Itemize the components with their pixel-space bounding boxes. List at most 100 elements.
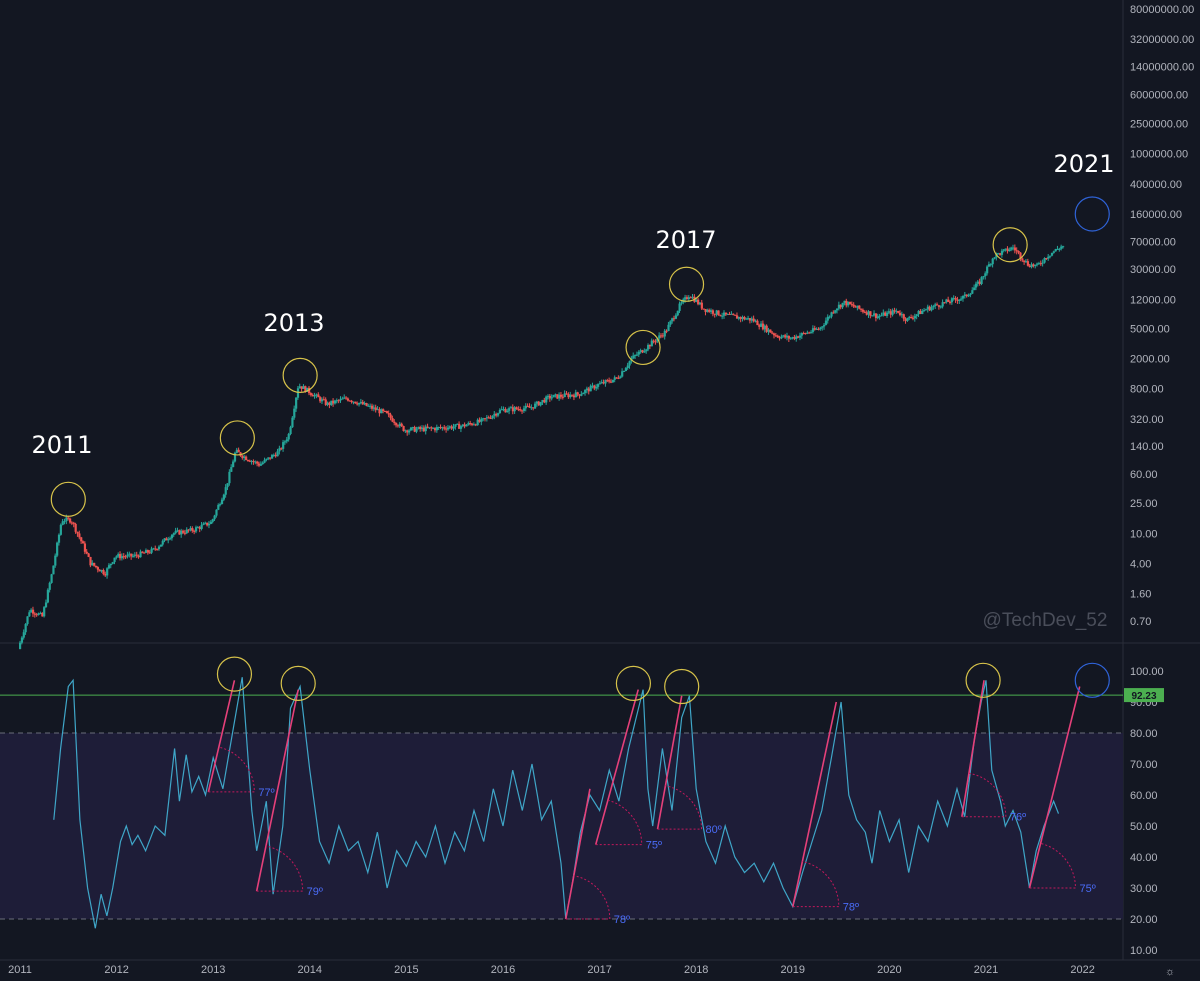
candle-body: [639, 350, 642, 352]
price-axis-tick: 1000000.00: [1130, 149, 1188, 161]
candle-body: [1062, 246, 1065, 248]
cycle-label: 2021: [1053, 150, 1114, 178]
candle-body: [135, 554, 138, 556]
candle-body: [728, 314, 731, 316]
candle-body: [122, 556, 125, 558]
oscillator-line[interactable]: [53, 677, 1060, 929]
candle-body: [50, 574, 53, 583]
candle-body: [556, 394, 559, 399]
candle-body: [569, 394, 572, 398]
candle-body: [735, 315, 739, 319]
candle-body: [828, 316, 831, 318]
candle-body: [237, 449, 240, 453]
candle-body: [839, 304, 842, 308]
price-axis-tick: 320.00: [1130, 414, 1164, 426]
candle-body: [398, 423, 401, 427]
candle-body: [93, 562, 96, 566]
candle-body: [311, 394, 314, 397]
candle-body: [685, 297, 689, 299]
candle-body: [748, 318, 752, 321]
candle-body: [489, 417, 492, 419]
oscillator-axis-tick: 70.00: [1130, 759, 1158, 771]
candle-body: [370, 405, 374, 409]
candle-body: [204, 522, 207, 524]
candle-body: [732, 313, 735, 315]
candle-body: [882, 312, 885, 316]
candle-body: [724, 312, 728, 315]
candle-body: [265, 458, 268, 460]
candle-body: [711, 310, 715, 314]
candle-body: [950, 298, 954, 303]
candle-body: [245, 456, 248, 461]
candle-body: [409, 427, 413, 431]
candle-body: [910, 316, 913, 318]
candle-body: [860, 308, 863, 310]
candle-body: [545, 396, 548, 403]
candle-body: [743, 316, 746, 320]
candle-body: [776, 335, 779, 338]
candle-body: [1041, 262, 1044, 264]
candle-body: [19, 642, 22, 649]
candle-body: [956, 299, 959, 301]
candle-body: [198, 527, 201, 529]
candle-body: [456, 423, 459, 425]
candle-body: [810, 331, 813, 333]
candle-body: [847, 301, 850, 306]
candle-body: [889, 311, 892, 315]
candle-body: [120, 556, 124, 559]
candle-body: [667, 324, 670, 331]
price-axis-tick: 0.70: [1130, 616, 1151, 628]
candle-body: [1058, 248, 1061, 250]
price-axis-tick: 5000.00: [1130, 323, 1170, 335]
candle-body: [115, 556, 118, 558]
candle-body: [1049, 255, 1052, 257]
candle-body: [987, 264, 991, 267]
candle-body: [315, 394, 318, 396]
candle-body: [1032, 264, 1035, 267]
candle-body: [189, 528, 192, 531]
candle-body: [478, 419, 481, 422]
time-axis-tick: 2020: [877, 964, 901, 976]
candle-body: [841, 302, 844, 308]
angle-arc: [208, 746, 255, 793]
candle-body: [178, 530, 181, 535]
candle-body: [39, 613, 42, 615]
candle-body: [426, 426, 429, 428]
candle-body: [584, 390, 587, 393]
candle-body: [430, 427, 433, 429]
candle-body: [1039, 263, 1042, 265]
candle-body: [713, 313, 716, 315]
candle-body: [1008, 249, 1011, 252]
candle-body: [863, 311, 866, 313]
candle-body: [930, 307, 933, 311]
candle-body: [439, 426, 442, 428]
candle-body: [780, 336, 783, 339]
candle-body: [182, 530, 185, 533]
candle-body: [320, 399, 324, 402]
candle-body: [415, 428, 418, 432]
candle-body: [259, 464, 263, 466]
candle-body: [498, 409, 502, 414]
candle-body: [582, 392, 585, 395]
candle-body: [632, 355, 635, 359]
candle-body: [83, 543, 87, 552]
candle-body: [552, 394, 555, 398]
candle-body: [404, 430, 407, 432]
candle-body: [1013, 247, 1017, 251]
candle-body: [372, 407, 376, 409]
price-axis-tick: 2000.00: [1130, 354, 1170, 366]
candle-body: [789, 338, 792, 340]
candle-body: [754, 320, 757, 322]
candle-body: [313, 395, 316, 397]
candle-body: [1045, 258, 1048, 260]
candle-body: [874, 313, 878, 319]
candle-body: [750, 318, 753, 321]
candle-body: [641, 350, 644, 353]
candle-body: [648, 344, 652, 347]
candle-body: [254, 461, 257, 463]
candle-body: [941, 302, 944, 307]
candle-body: [819, 327, 822, 330]
candle-body: [328, 402, 331, 405]
candle-body: [960, 298, 963, 300]
